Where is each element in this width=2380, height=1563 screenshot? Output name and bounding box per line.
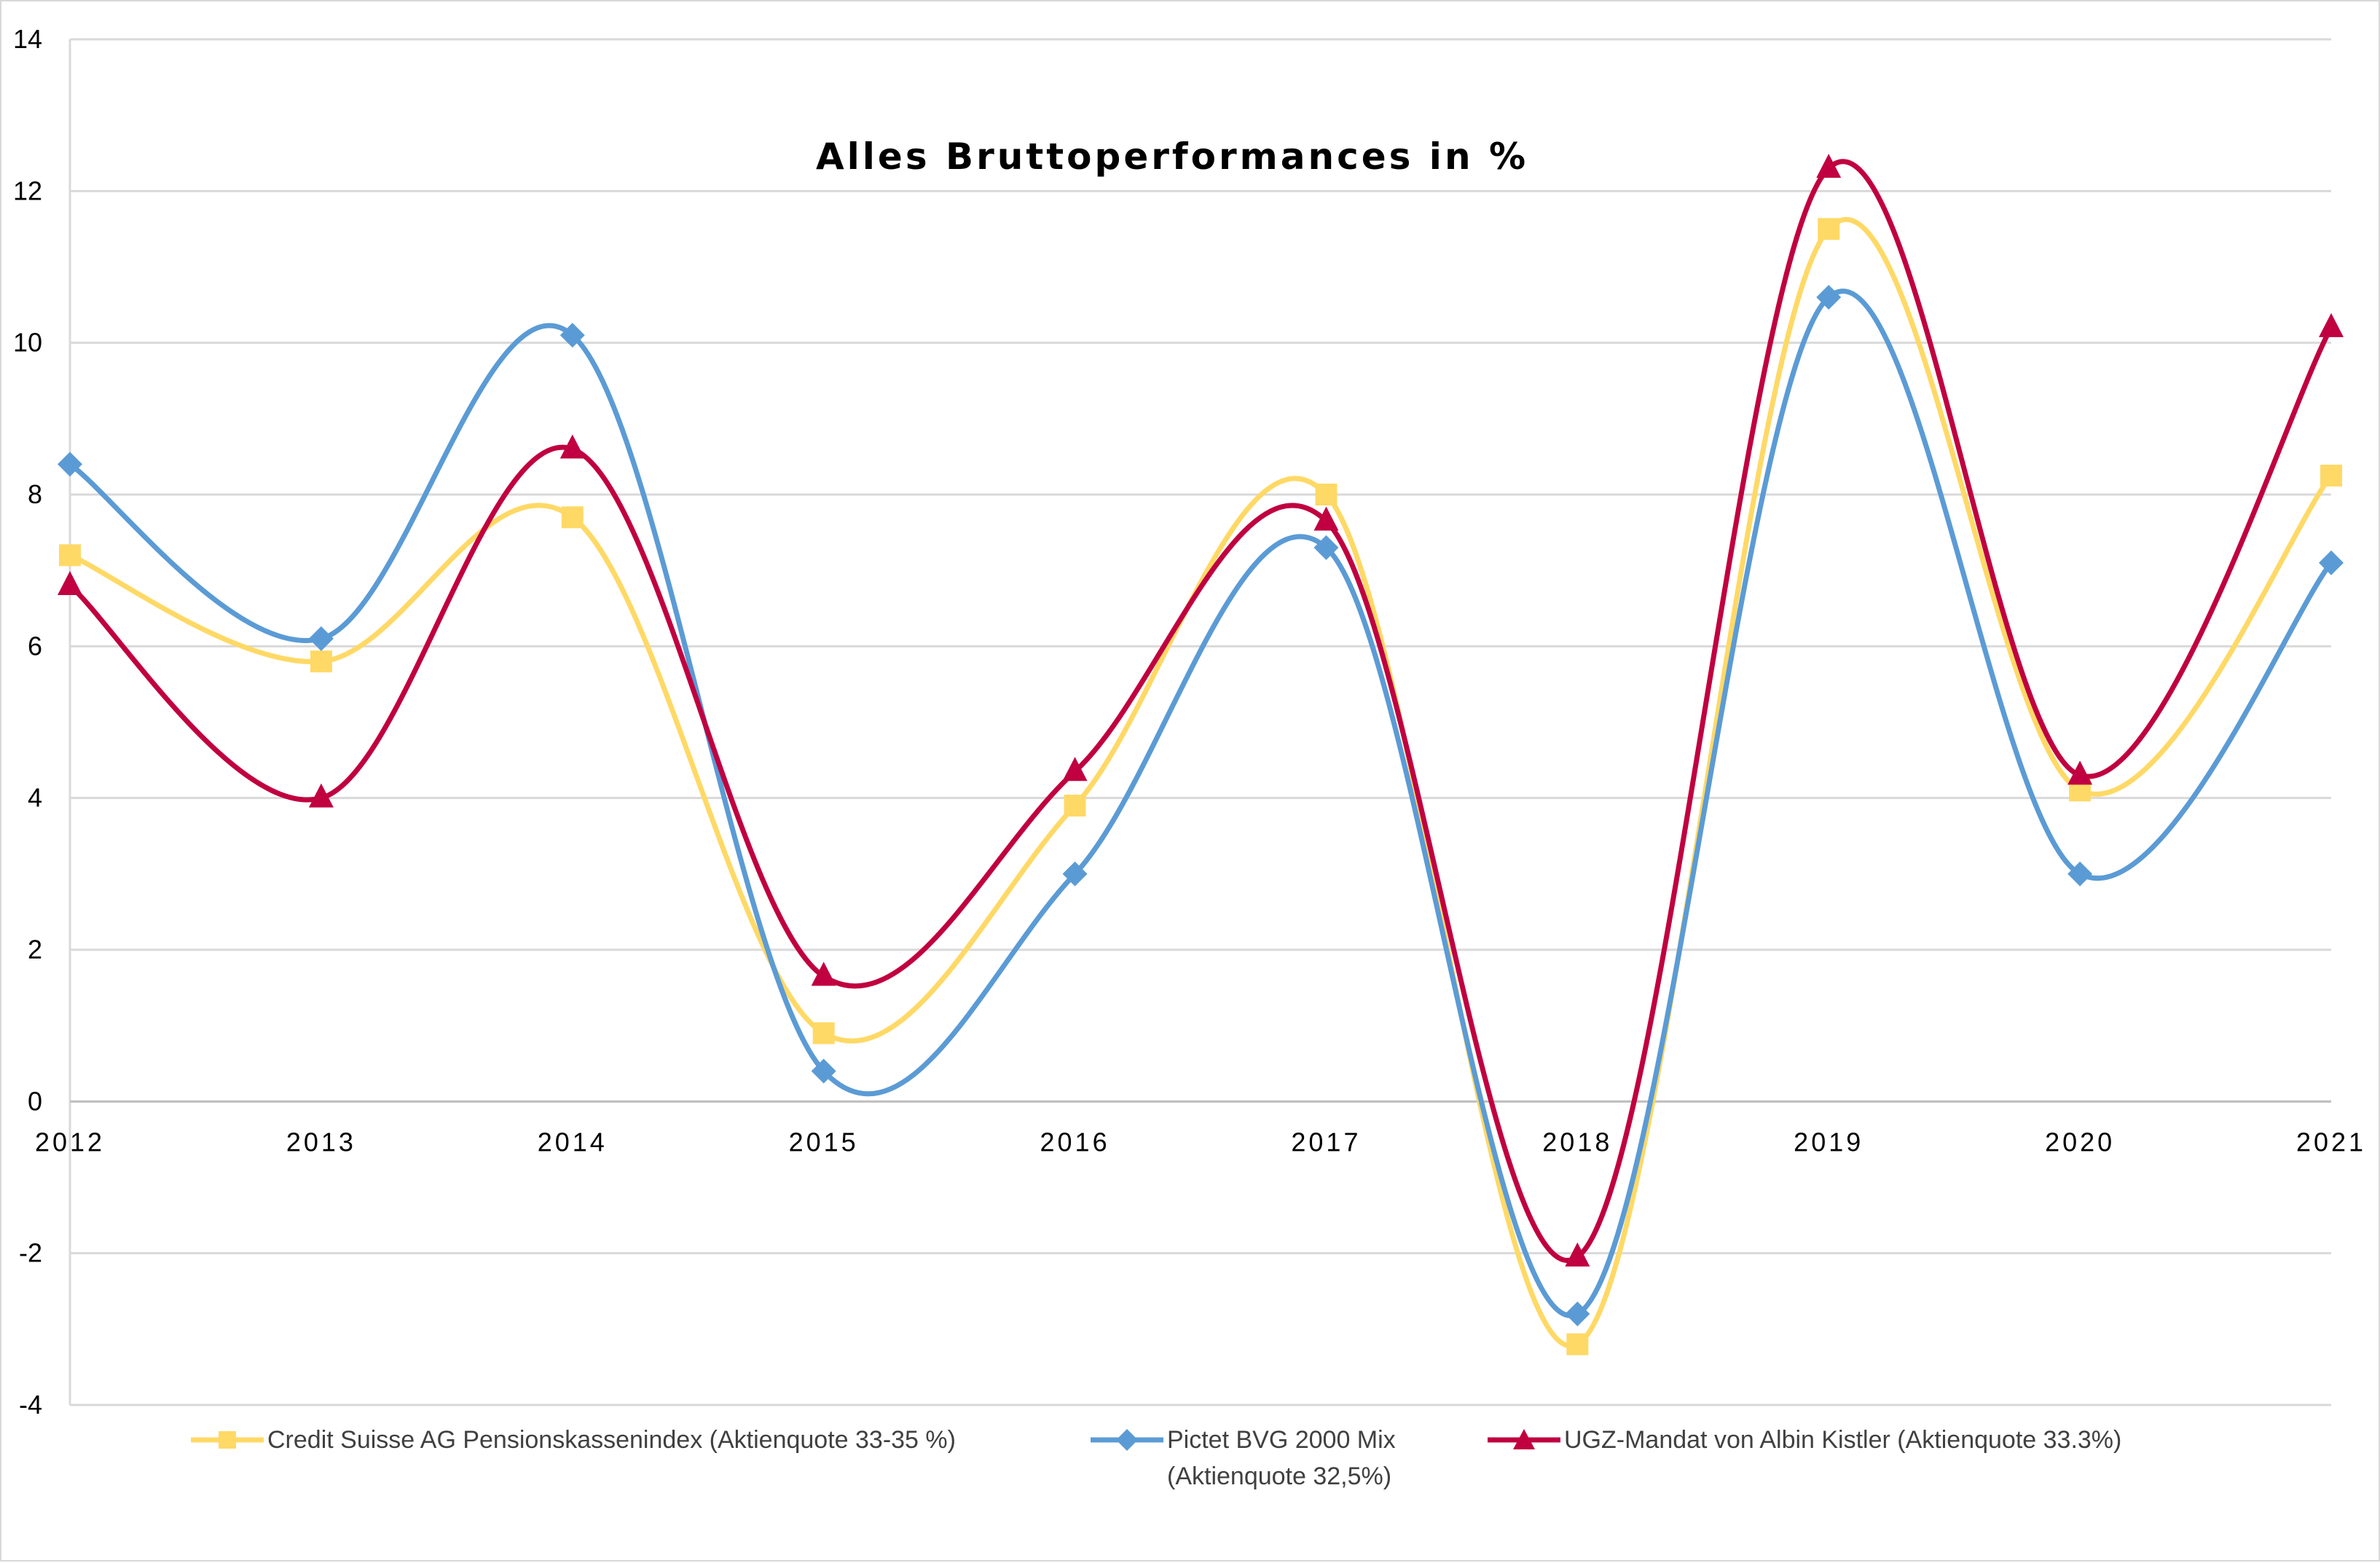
series-1-point-2 [559, 323, 585, 348]
y-tick-label: 4 [28, 783, 42, 813]
legend-label-ugz: UGZ-Mandat von Albin Kistler (Aktienquot… [1564, 1426, 2122, 1454]
y-tick-label: 6 [28, 631, 42, 661]
series-0-point-6 [1566, 1333, 1589, 1355]
series-0-point-2 [561, 506, 584, 529]
series-0-point-3 [812, 1022, 835, 1044]
series-1-point-0 [58, 452, 82, 477]
x-tick-label: 2018 [1542, 1127, 1612, 1157]
series-1-point-8 [2067, 861, 2093, 886]
series-1-point-1 [308, 626, 334, 651]
axes: 14 12 10 8 6 4 2 0 -2 -4 2012 2013 2014 2015 2016 2017 2… [13, 24, 2366, 1420]
x-tick-label: 2014 [538, 1127, 608, 1157]
series-2-point-2 [559, 434, 585, 459]
series-markers [58, 154, 2344, 1355]
series-2-point-6 [1565, 1242, 1590, 1267]
series-0-point-0 [59, 544, 81, 567]
series-1-point-5 [1313, 535, 1339, 560]
series-2-point-3 [811, 961, 836, 986]
series-0-point-4 [1064, 795, 1086, 817]
y-tick-label: 0 [28, 1086, 42, 1116]
series-0-point-9 [2320, 464, 2342, 487]
x-tick-label: 2013 [286, 1127, 356, 1157]
x-tick-label: 2015 [789, 1127, 859, 1157]
series-1-point-6 [1565, 1302, 1590, 1326]
x-tick-label: 2012 [35, 1127, 105, 1157]
legend-label-pictet: Pictet BVG 2000 Mix (Aktienquote 32,5%) [1167, 1426, 1396, 1490]
legend-triangle-marker-icon [1488, 1429, 1560, 1449]
series-1-line [68, 288, 2333, 1318]
series-1-point-4 [1062, 861, 1088, 886]
series-2-point-4 [1062, 757, 1088, 782]
series-2-point-5 [1313, 506, 1339, 531]
series-1-point-7 [1816, 285, 1842, 310]
series-2-line [68, 159, 2334, 1263]
series-2-point-7 [1816, 154, 1842, 178]
series-1-point-3 [811, 1058, 836, 1084]
series-0-point-7 [1818, 218, 1840, 240]
x-tick-label: 2020 [2045, 1127, 2115, 1157]
y-tick-label: -4 [19, 1390, 42, 1420]
gridlines [70, 38, 2331, 1406]
chart-title: Alles Bruttoperformances in % [816, 135, 1528, 178]
y-tick-label: 12 [13, 176, 42, 205]
y-tick-label: 10 [13, 328, 42, 358]
series-lines [68, 159, 2334, 1349]
series-1-point-9 [2319, 550, 2344, 575]
legend-item-credit-suisse: Credit Suisse AG Pensionskassenindex (Ak… [187, 1422, 956, 1458]
legend-item-pictet: Pictet BVG 2000 Mix (Aktienquote 32,5%) [1087, 1422, 1396, 1495]
y-tick-label: 8 [28, 479, 42, 509]
y-tick-label: 2 [28, 934, 42, 964]
y-tick-label: -2 [19, 1238, 42, 1268]
legend-label-credit-suisse: Credit Suisse AG Pensionskassenindex (Ak… [267, 1426, 956, 1454]
legend-item-ugz: UGZ-Mandat von Albin Kistler (Aktienquot… [1484, 1422, 2121, 1458]
series-2-point-1 [308, 783, 334, 808]
x-tick-label: 2017 [1291, 1127, 1361, 1157]
y-tick-label: 14 [13, 24, 42, 54]
series-2-point-0 [58, 571, 82, 595]
series-2-point-9 [2319, 312, 2344, 337]
x-tick-label: 2019 [1794, 1127, 1863, 1157]
x-tick-label: 2021 [2296, 1127, 2366, 1157]
legend: Credit Suisse AG Pensionskassenindex (Ak… [1, 1422, 2380, 1524]
series-0-point-5 [1315, 484, 1338, 505]
series-0-point-1 [310, 650, 332, 673]
x-tick-label: 2016 [1040, 1127, 1110, 1157]
series-0-line [68, 217, 2333, 1349]
legend-square-marker-icon [191, 1431, 264, 1449]
series-2-point-8 [2067, 760, 2093, 785]
legend-diamond-marker-icon [1091, 1429, 1163, 1451]
